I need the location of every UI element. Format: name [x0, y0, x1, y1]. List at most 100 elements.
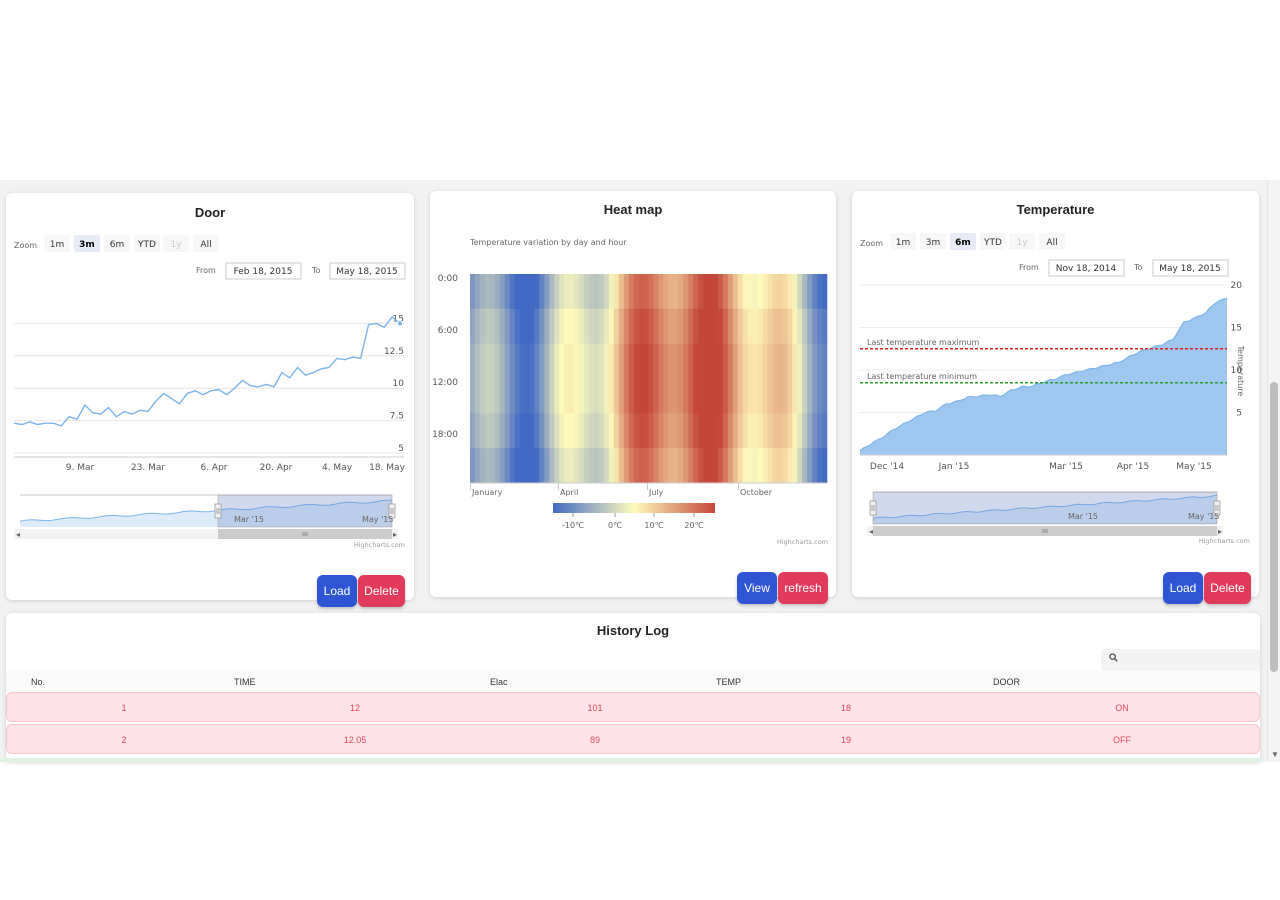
heatmap-cell[interactable]	[564, 343, 570, 379]
heatmap-cell[interactable]	[782, 308, 788, 344]
heatmap-cell[interactable]	[693, 343, 699, 379]
heatmap-cell[interactable]	[504, 378, 510, 414]
heatmap-cell[interactable]	[589, 378, 595, 414]
heatmap-cell[interactable]	[762, 343, 768, 379]
heatmap-cell[interactable]	[708, 448, 714, 484]
heatmap-cell[interactable]	[504, 343, 510, 379]
heatmap-cell[interactable]	[549, 343, 555, 379]
heatmap-cell[interactable]	[514, 274, 520, 310]
heatmap-cell[interactable]	[534, 308, 540, 344]
heatmap-cell[interactable]	[727, 308, 734, 344]
heatmap-cell[interactable]	[678, 448, 684, 484]
page-scrollbar[interactable]: ▼	[1267, 180, 1280, 762]
heatmap-cell[interactable]	[678, 413, 684, 449]
heatmap-cell[interactable]	[782, 274, 788, 310]
heatmap-cell[interactable]	[673, 448, 679, 484]
scroll-left-arrow-icon[interactable]: ◂	[869, 527, 873, 536]
heatmap-cell[interactable]	[589, 274, 595, 310]
scroll-down-arrow-icon[interactable]: ▼	[1271, 750, 1279, 759]
heatmap-cell[interactable]	[737, 274, 744, 310]
heatmap-cell[interactable]	[584, 308, 590, 344]
heatmap-cell[interactable]	[598, 343, 605, 379]
heatmap-cell[interactable]	[544, 378, 550, 414]
range-button-1y[interactable]: 1y	[163, 235, 189, 252]
heatmap-cell[interactable]	[722, 343, 729, 379]
heatmap-cell[interactable]	[797, 448, 803, 484]
heatmap-cell[interactable]	[747, 413, 753, 449]
heatmap-cell[interactable]	[564, 274, 570, 310]
heatmap-cell[interactable]	[593, 343, 600, 379]
heatmap-cell[interactable]	[529, 378, 535, 414]
heatmap-cell[interactable]	[767, 448, 773, 484]
heatmap-cell[interactable]	[559, 448, 565, 484]
heatmap-cell[interactable]	[822, 413, 828, 449]
heatmap-cell[interactable]	[470, 308, 476, 344]
heatmap-cell[interactable]	[628, 378, 634, 414]
heatmap-cell[interactable]	[683, 308, 689, 344]
heatmap-cell[interactable]	[737, 343, 744, 379]
heatmap-cell[interactable]	[727, 343, 734, 379]
heatmap-cell[interactable]	[787, 274, 793, 310]
heatmap-cell[interactable]	[569, 343, 575, 379]
heatmap-cell[interactable]	[574, 343, 580, 379]
heatmap-cell[interactable]	[474, 308, 481, 344]
heatmap-cell[interactable]	[613, 378, 620, 414]
heatmap-cell[interactable]	[484, 413, 491, 449]
heatmap-cell[interactable]	[817, 448, 823, 484]
heatmap-cell[interactable]	[772, 343, 778, 379]
heatmap-cell[interactable]	[598, 274, 605, 310]
heatmap-cell[interactable]	[519, 413, 525, 449]
heatmap-cell[interactable]	[822, 274, 828, 310]
heatmap-cell[interactable]	[688, 413, 694, 449]
highcharts-credit[interactable]: Highcharts.com	[1199, 537, 1250, 545]
heatmap-cell[interactable]	[812, 274, 818, 310]
heatmap-cell[interactable]	[593, 448, 600, 484]
heatmap-cell[interactable]	[782, 343, 788, 379]
heatmap-cell[interactable]	[703, 308, 709, 344]
heatmap-cell[interactable]	[708, 343, 714, 379]
heatmap-cell[interactable]	[822, 343, 828, 379]
heatmap-cell[interactable]	[504, 308, 510, 344]
heatmap-cell[interactable]	[633, 378, 639, 414]
heatmap-cell[interactable]	[668, 308, 674, 344]
heatmap-cell[interactable]	[504, 413, 510, 449]
heatmap-cell[interactable]	[777, 448, 783, 484]
heatmap-cell[interactable]	[767, 413, 773, 449]
heatmap-cell[interactable]	[653, 274, 659, 310]
temperature-load-button[interactable]: Load	[1163, 572, 1203, 604]
heatmap-cell[interactable]	[712, 413, 719, 449]
heatmap-cell[interactable]	[623, 413, 629, 449]
heatmap-cell[interactable]	[638, 448, 644, 484]
temperature-area[interactable]	[860, 298, 1227, 455]
heatmap-cell[interactable]	[608, 413, 615, 449]
heatmap-cell[interactable]	[514, 343, 520, 379]
heatmap-cell[interactable]	[792, 378, 798, 414]
heatmap-cell[interactable]	[777, 308, 783, 344]
heatmap-cell[interactable]	[678, 378, 684, 414]
heatmap-cell[interactable]	[549, 448, 555, 484]
heatmap-cell[interactable]	[519, 343, 525, 379]
table-row[interactable]: 1 12 101 18 ON	[6, 692, 1260, 722]
heatmap-cell[interactable]	[489, 274, 496, 310]
heatmap-cell[interactable]	[524, 448, 530, 484]
heatmap-cell[interactable]	[678, 308, 684, 344]
heatmap-cell[interactable]	[613, 448, 620, 484]
heatmap-cell[interactable]	[623, 448, 629, 484]
heatmap-cell[interactable]	[628, 413, 634, 449]
heatmap-cell[interactable]	[747, 448, 753, 484]
heatmap-cell[interactable]	[703, 274, 709, 310]
heatmap-cell[interactable]	[727, 448, 734, 484]
heatmap-cell[interactable]	[708, 413, 714, 449]
heatmap-cell[interactable]	[479, 308, 486, 344]
heatmap-cell[interactable]	[757, 378, 763, 414]
range-button-1y[interactable]: 1y	[1009, 233, 1035, 250]
heatmap-cell[interactable]	[663, 413, 669, 449]
heatmap-cell[interactable]	[737, 448, 744, 484]
heatmap-cell[interactable]	[767, 308, 773, 344]
heatmap-cell[interactable]	[574, 308, 580, 344]
heatmap-cell[interactable]	[618, 308, 625, 344]
temperature-delete-button[interactable]: Delete	[1204, 572, 1251, 604]
heatmap-cell[interactable]	[638, 308, 644, 344]
from-date-input[interactable]: Nov 18, 2014	[1048, 259, 1125, 277]
table-row[interactable]: 2 12.05 89 19 OFF	[6, 724, 1260, 754]
